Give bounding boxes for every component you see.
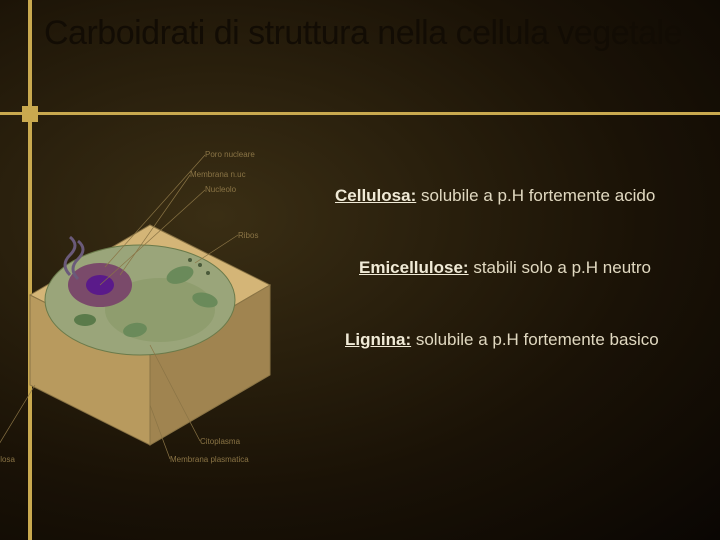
desc-cellulosa: solubile a p.H fortemente acido xyxy=(416,186,655,205)
plant-cell-diagram: Poro nucleare Membrana n.uc Nucleolo Rib… xyxy=(0,145,330,485)
desc-lignina: solubile a p.H fortemente basico xyxy=(411,330,659,349)
page-title: Carboidrati di struttura nella cellula v… xyxy=(44,14,684,53)
term-lignina: Lignina: xyxy=(345,330,411,349)
list-item: Lignina: solubile a p.H fortemente basic… xyxy=(345,329,715,351)
cell-label: Cellulosa xyxy=(0,455,15,464)
cell-label: Membrana plasmatica xyxy=(170,455,249,464)
list-item: Cellulosa: solubile a p.H fortemente aci… xyxy=(335,185,715,207)
term-cellulosa: Cellulosa: xyxy=(335,186,416,205)
cell-label: Membrana n.uc xyxy=(190,170,246,179)
accent-horizontal-line xyxy=(0,112,720,115)
cell-illustration-svg xyxy=(0,145,330,485)
cell-label: Nucleolo xyxy=(205,185,236,194)
desc-emicellulose: stabili solo a p.H neutro xyxy=(469,258,651,277)
content-list: Cellulosa: solubile a p.H fortemente aci… xyxy=(335,185,715,401)
term-emicellulose: Emicellulose: xyxy=(359,258,469,277)
cell-label: Ribos xyxy=(238,231,258,240)
list-item: Emicellulose: stabili solo a p.H neutro xyxy=(359,257,715,279)
cell-label: Citoplasma xyxy=(200,437,240,446)
cell-label: Poro nucleare xyxy=(205,150,255,159)
accent-square xyxy=(22,106,38,122)
